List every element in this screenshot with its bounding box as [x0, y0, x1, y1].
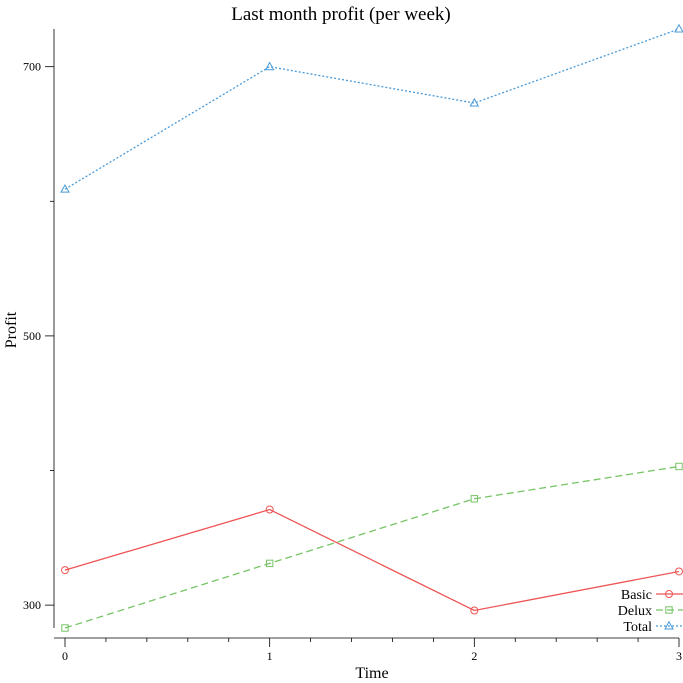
point-basic	[470, 606, 479, 615]
legend-marker-delux	[665, 606, 673, 614]
point-delux	[61, 624, 69, 632]
legend-label-delux: Delux	[618, 604, 652, 619]
series-total	[60, 23, 683, 193]
y-axis-label: Profit	[3, 311, 20, 348]
axes: 300 500 700 0 1 2 3	[23, 29, 682, 663]
point-basic	[61, 566, 69, 575]
point-delux	[470, 495, 479, 503]
legend-marker-basic	[665, 590, 673, 598]
legend-entry-basic: Basic	[621, 588, 683, 603]
legend-entry-total: Total	[623, 620, 683, 635]
x-tick-label: 2	[471, 649, 477, 663]
point-total	[469, 97, 480, 107]
point-total	[674, 23, 683, 33]
legend-marker-total	[664, 620, 674, 630]
legend-label-total: Total	[623, 620, 652, 635]
series-line-delux	[64, 465, 680, 629]
point-total	[60, 183, 70, 193]
series-delux	[61, 462, 683, 632]
point-total	[264, 61, 275, 71]
y-tick-label: 500	[23, 329, 41, 343]
legend-label-basic: Basic	[621, 588, 652, 603]
point-basic	[265, 505, 274, 514]
point-delux	[265, 559, 274, 568]
x-tick-label: 0	[62, 649, 68, 663]
x-tick-label: 1	[267, 649, 273, 663]
legend-entry-delux: Delux	[618, 604, 683, 619]
x-tick-label: 3	[676, 649, 682, 663]
chart-title: Last month profit (per week)	[231, 4, 450, 25]
x-axis-label: Time	[355, 665, 388, 682]
series-line-basic	[64, 508, 680, 612]
y-tick-label: 700	[23, 60, 41, 74]
series-line-total	[64, 28, 680, 190]
series-layer	[60, 23, 683, 632]
y-tick-label: 300	[23, 598, 41, 612]
point-delux	[675, 462, 683, 471]
series-basic	[61, 505, 683, 615]
